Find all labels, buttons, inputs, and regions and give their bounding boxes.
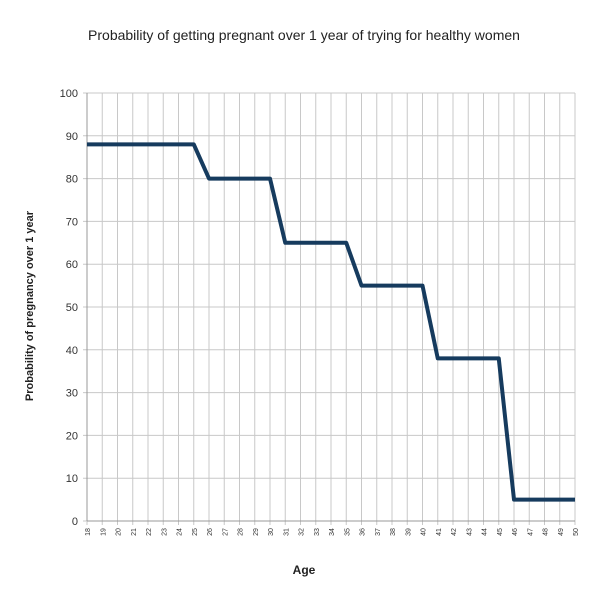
x-tick-label: 30 (268, 528, 275, 536)
x-tick-label: 18 (85, 528, 92, 536)
x-tick-label: 23 (161, 528, 168, 536)
x-tick-label: 26 (207, 528, 214, 536)
x-tick-label: 48 (543, 528, 550, 536)
y-tick-label: 30 (66, 388, 78, 400)
x-tick-label: 33 (314, 528, 321, 536)
y-tick-label: 20 (66, 430, 78, 442)
x-tick-label: 34 (329, 528, 336, 536)
x-tick-label: 40 (421, 528, 428, 536)
y-tick-label: 90 (66, 131, 78, 143)
x-tick-label: 50 (573, 528, 580, 536)
x-tick-label: 42 (451, 528, 458, 536)
x-tick-label: 25 (192, 528, 199, 536)
series-line (87, 142, 575, 502)
y-tick-label: 80 (66, 174, 78, 186)
chart-title: Probability of getting pregnant over 1 y… (88, 27, 520, 43)
y-axis-label: Probability of pregnancy over 1 year (24, 210, 36, 402)
x-tick-label: 39 (405, 528, 412, 536)
x-tick-label: 21 (131, 528, 138, 536)
x-tick-label: 27 (222, 528, 229, 536)
y-tick-label: 70 (66, 216, 78, 228)
x-tick-label: 43 (466, 528, 473, 536)
y-tick-label: 50 (66, 302, 78, 314)
x-tick-label: 38 (390, 528, 397, 536)
x-tick-label: 20 (116, 528, 123, 536)
x-tick-label: 22 (146, 528, 153, 536)
y-tick-label: 100 (60, 88, 78, 100)
x-axis-label: Age (292, 563, 316, 577)
x-tick-label: 36 (360, 528, 367, 536)
x-tick-label: 31 (283, 528, 290, 536)
y-tick-label: 10 (66, 473, 78, 485)
x-tick-label: 44 (482, 528, 489, 536)
y-tick-label: 60 (66, 259, 78, 271)
y-tick-label: 0 (72, 516, 78, 528)
x-tick-label: 46 (512, 528, 519, 536)
x-tick-label: 37 (375, 528, 382, 536)
x-tick-label: 28 (238, 528, 245, 536)
x-tick-label: 47 (527, 528, 534, 536)
y-tick-label: 40 (66, 345, 78, 357)
x-tick-label: 45 (497, 528, 504, 536)
x-tick-label: 49 (558, 528, 565, 536)
x-tick-label: 29 (253, 528, 260, 536)
x-tick-label: 41 (436, 528, 443, 536)
x-tick-label: 24 (177, 528, 184, 536)
x-tick-label: 32 (299, 528, 306, 536)
x-tick-label: 35 (344, 528, 351, 536)
x-tick-label: 19 (100, 528, 107, 536)
